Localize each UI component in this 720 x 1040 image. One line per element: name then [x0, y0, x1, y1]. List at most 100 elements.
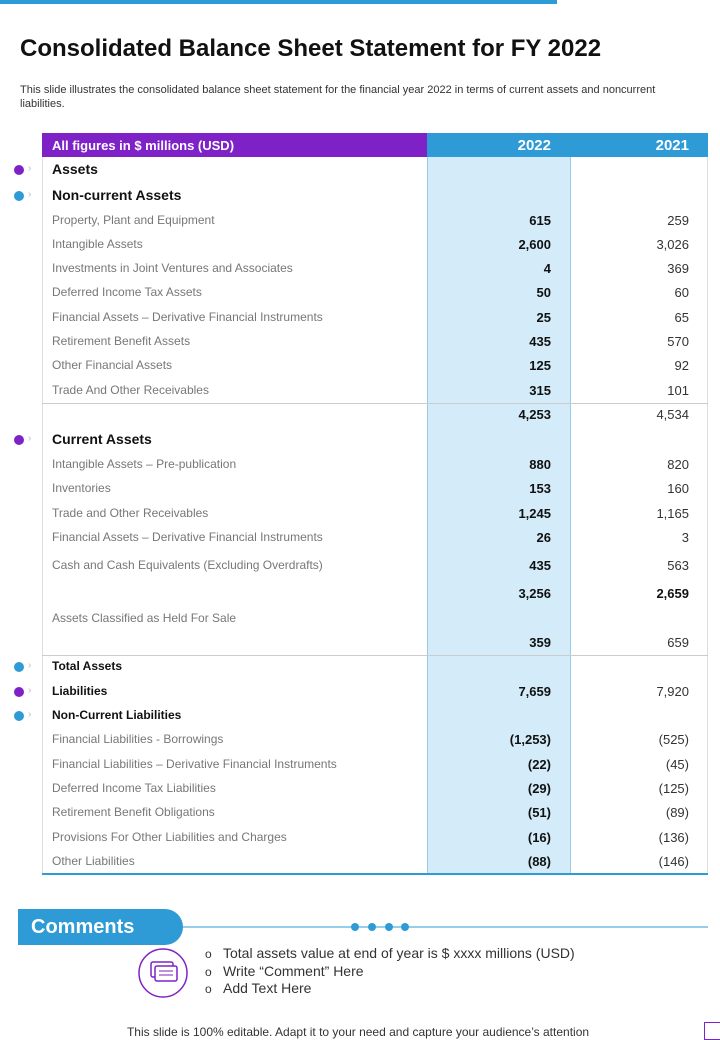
value-2021: (525)	[658, 732, 689, 747]
description: This slide illustrates the consolidated …	[20, 84, 656, 110]
row-line	[42, 403, 708, 404]
corner-box	[704, 1022, 720, 1040]
value-2021: (45)	[665, 757, 689, 772]
bullet	[14, 687, 24, 697]
row-label: Non-Current Liabilities	[52, 708, 182, 722]
chevron: ›	[28, 660, 32, 671]
value-2021: (89)	[665, 805, 689, 820]
value-2022: (1,253)	[509, 732, 551, 747]
row-label: Deferred Income Tax Liabilities	[52, 781, 216, 795]
value-2022: 7,659	[518, 684, 551, 699]
column-header: 2021	[655, 137, 689, 154]
bullet-mark: o	[205, 947, 212, 961]
bullet-mark: o	[205, 982, 212, 996]
header-cell	[427, 133, 708, 157]
table-bottom	[42, 873, 708, 875]
comments-graphic	[18, 909, 708, 998]
row-label: Trade and Other Receivables	[52, 506, 209, 520]
bullet	[14, 165, 24, 175]
value-2021: 4,534	[656, 407, 689, 422]
footer: This slide is 100% editable. Adapt it to…	[126, 1025, 590, 1039]
value-2021: 563	[667, 558, 689, 573]
row-label: Other Liabilities	[52, 854, 135, 868]
row-label: Non-current Assets	[52, 187, 182, 203]
row-label: Property, Plant and Equipment	[52, 213, 215, 227]
value-2022: (16)	[527, 830, 551, 845]
comments-title: Comments	[31, 916, 135, 938]
row-line	[42, 655, 708, 656]
value-2021: 3	[681, 530, 689, 545]
column-header: 2022	[517, 137, 551, 154]
row-label: Intangible Assets – Pre-publication	[52, 457, 237, 471]
column-header: All figures in $ millions (USD)	[52, 138, 235, 153]
chevron: ›	[28, 163, 32, 174]
value-2021: 160	[667, 481, 689, 496]
value-2022: 3,256	[518, 586, 551, 601]
dot	[401, 923, 409, 931]
chevron: ›	[28, 433, 32, 444]
row-label: Inventories	[52, 481, 111, 495]
row-label: Investments in Joint Ventures and Associ…	[52, 261, 293, 275]
value-2021: (136)	[658, 830, 689, 845]
comment-item: Total assets value at end of year is $ x…	[223, 945, 575, 961]
value-2022: 25	[536, 310, 551, 325]
value-2021: 7,920	[656, 684, 689, 699]
value-2021: 820	[667, 457, 689, 472]
table-border	[707, 157, 708, 874]
value-2021: (125)	[658, 781, 689, 796]
value-2022: 359	[529, 635, 551, 650]
bullet	[14, 435, 24, 445]
value-2022: 880	[529, 457, 551, 472]
bullet-mark: o	[205, 964, 212, 979]
value-2021: 60	[674, 285, 689, 300]
row-label: Financial Liabilities – Derivative Finan…	[52, 757, 337, 771]
value-2022: (29)	[527, 781, 551, 796]
dot	[385, 923, 393, 931]
value-2022: 4	[543, 261, 551, 276]
bullet	[14, 711, 24, 721]
value-2022: 125	[529, 358, 551, 373]
value-2021: 65	[674, 310, 689, 325]
value-2021: 3,026	[656, 237, 689, 252]
value-2022: (51)	[527, 805, 551, 820]
value-2022: 435	[529, 334, 551, 349]
row-label: Intangible Assets	[52, 237, 143, 251]
row-label: Cash and Cash Equivalents (Excluding Ove…	[52, 558, 323, 572]
value-2022: (22)	[527, 757, 551, 772]
row-label: Retirement Benefit Assets	[52, 334, 191, 348]
value-2022: 50	[536, 285, 551, 300]
row-label: Financial Assets – Derivative Financial …	[52, 310, 323, 324]
value-2021: 101	[667, 383, 689, 398]
row-label: Trade And Other Receivables	[52, 383, 209, 397]
row-label: Liabilities	[52, 684, 108, 698]
dot	[368, 923, 376, 931]
bullet	[14, 662, 24, 672]
bullet	[14, 191, 24, 201]
value-2021: 570	[667, 334, 689, 349]
row-label: Provisions For Other Liabilities and Cha…	[52, 830, 287, 844]
chevron: ›	[28, 685, 32, 696]
value-2021: (146)	[658, 854, 689, 869]
row-label: Retirement Benefit Obligations	[52, 805, 215, 819]
row-label: Current Assets	[52, 431, 152, 447]
row-label: Financial Assets – Derivative Financial …	[52, 530, 323, 544]
comment-icon	[154, 965, 178, 982]
row-label: Deferred Income Tax Assets	[52, 285, 202, 299]
row-label: Total Assets	[52, 659, 123, 673]
value-2022: (88)	[527, 854, 551, 869]
chevron: ›	[28, 189, 32, 200]
row-label: Financial Liabilities - Borrowings	[52, 732, 224, 746]
title: Consolidated Balance Sheet Statement for…	[20, 35, 602, 62]
value-2021: 369	[667, 261, 689, 276]
chevron: ›	[28, 709, 32, 720]
comment-item: Write “Comment” Here	[223, 962, 364, 979]
value-2022: 153	[529, 481, 551, 496]
comment-item: Add Text Here	[223, 980, 312, 996]
row-label: Other Financial Assets	[52, 358, 173, 372]
value-2021: 2,659	[656, 586, 689, 601]
value-2022: 315	[529, 383, 551, 398]
dot	[351, 923, 359, 931]
table-border	[42, 157, 43, 874]
top-bar	[0, 0, 557, 4]
